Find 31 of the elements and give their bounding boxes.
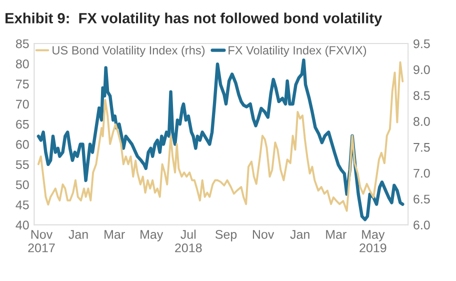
y-tick-label: 50 [16, 180, 29, 190]
y-tick-label: 55 [16, 160, 29, 170]
y2-tick-label: 7.0 [414, 168, 430, 178]
legend-label: US Bond Volatility Index (rhs) [52, 46, 205, 57]
y2-tick-label: 6.5 [414, 194, 430, 204]
y-tick-label: 75 [16, 80, 29, 88]
x-tick-label: Nov 2017 [28, 230, 55, 252]
y-tick-label: 85 [16, 39, 29, 48]
y-tick-label: 40 [16, 220, 29, 230]
x-tick-label: Mar [104, 230, 125, 239]
legend-label: FX Volatility Index (FXVIX) [228, 46, 366, 57]
y2-tick-label: 9.0 [414, 65, 430, 74]
y-tick-label: 70 [16, 100, 29, 109]
x-tick-label: Jan [68, 230, 88, 239]
y2-tick-label: 8.0 [414, 117, 430, 126]
y2-tick-label: 6.0 [414, 220, 430, 230]
chart-title: Exhibit 9: FX volatility has not followed bond volatility [6, 12, 382, 26]
y-tick-label: 65 [16, 120, 29, 129]
x-tick-label: May [140, 230, 164, 242]
x-tick-label: Mar [326, 230, 346, 239]
y2-tick-label: 8.5 [414, 91, 430, 100]
x-tick-label: May 2019 [360, 230, 386, 252]
y2-tick-label: 9.5 [414, 39, 430, 48]
y-tick-label: 45 [16, 200, 29, 210]
x-tick-label: Nov [252, 230, 274, 239]
x-tick-label: Sep [215, 230, 237, 242]
y-tick-label: 80 [16, 59, 29, 68]
x-tick-label: Jan [290, 230, 310, 239]
y2-tick-label: 7.5 [414, 143, 430, 152]
x-tick-label: Jul 2018 [175, 230, 202, 252]
y-tick-label: 60 [16, 140, 29, 149]
